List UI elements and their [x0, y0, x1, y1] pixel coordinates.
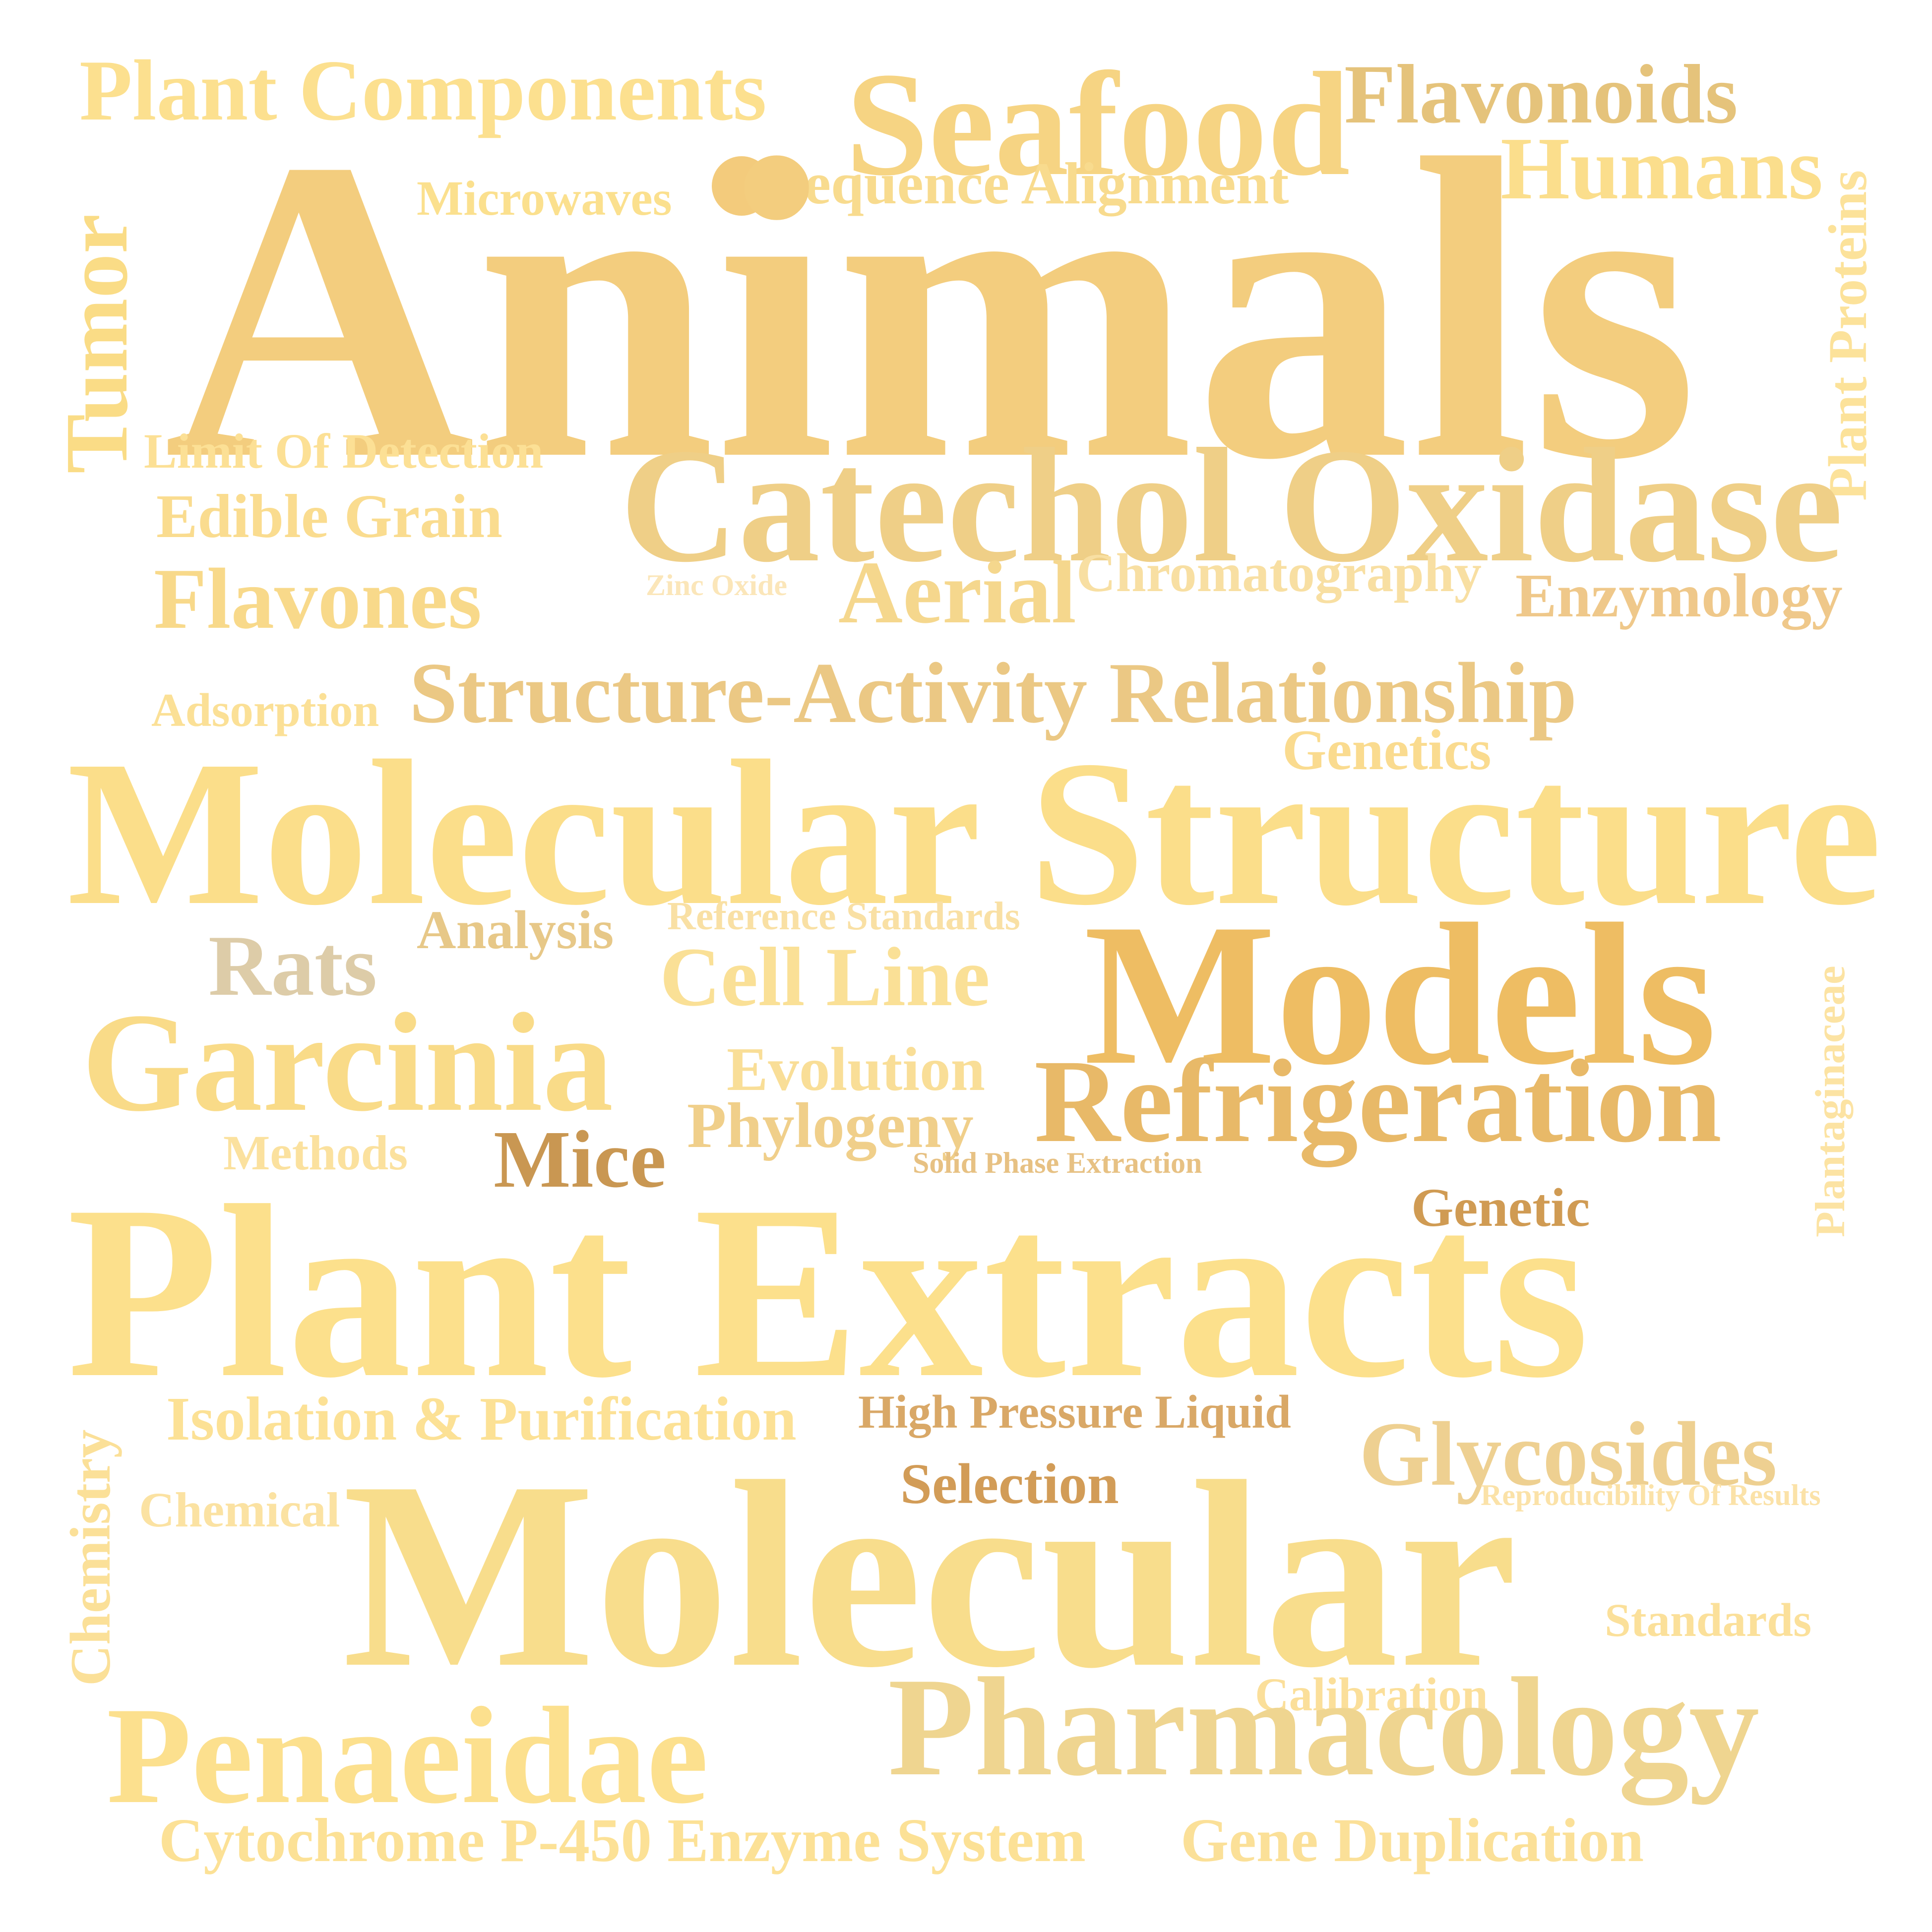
- word-flavones: Flavones: [154, 550, 482, 647]
- word-standards: Standards: [1605, 1594, 1812, 1646]
- word-phylogeny: Phylogeny: [687, 1090, 974, 1161]
- bullet-dot: [712, 156, 771, 216]
- word-molecular-structure: Molecular Structure: [67, 718, 1882, 948]
- word-pharmacology: Pharmacology: [888, 1648, 1760, 1805]
- word-calibration: Calibration: [1255, 1668, 1488, 1721]
- word-plant-extracts: Plant Extracts: [67, 1154, 1589, 1429]
- word-isolation-purification: Isolation & Purification: [166, 1385, 797, 1453]
- word-analysis: Analysis: [417, 900, 614, 960]
- word-reference-standards: Reference Standards: [667, 895, 1020, 938]
- word-chromatography: Chromatography: [1076, 543, 1482, 603]
- word-chemistry: Chemistry: [59, 1429, 122, 1686]
- word-refrigeration: Refrigeration: [1034, 1035, 1722, 1167]
- word-cytochrome-p450: Cytochrome P-450 Enzyme System: [159, 1807, 1086, 1875]
- word-plant-components: Plant Components: [79, 42, 767, 138]
- word-cell-line: Cell Line: [660, 930, 990, 1024]
- word-rats: Rats: [208, 917, 377, 1014]
- word-genetics: Genetics: [1282, 719, 1492, 782]
- word-aerial: Aerial: [838, 543, 1076, 642]
- word-flavonoids: Flavonoids: [1344, 48, 1738, 141]
- word-gene-duplication: Gene Duplication: [1181, 1807, 1644, 1875]
- word-genetic: Genetic: [1411, 1177, 1590, 1238]
- word-limit-of-detection: Limit Of Detection: [144, 423, 544, 479]
- word-tumor: Tumor: [47, 214, 146, 474]
- word-models: Models: [1084, 882, 1717, 1107]
- word-structure-activity-relationship: Structure-Activity Relationship: [409, 645, 1577, 741]
- word-solid-phase-extraction: Solid Phase Extraction: [913, 1147, 1202, 1179]
- word-mice: Mice: [494, 1114, 667, 1205]
- word-high-pressure-liquid: High Pressure Liquid: [858, 1386, 1291, 1438]
- word-penaeidae: Penaeidae: [107, 1678, 709, 1832]
- word-sequence-alignment: Sequence Alignment: [771, 150, 1289, 216]
- word-catechol-oxidase: Catechol Oxidase: [620, 415, 1843, 596]
- word-glycosides: Glycosides: [1359, 1403, 1777, 1505]
- word-edible-grain: Edible Grain: [156, 483, 503, 551]
- word-microwaves: Microwaves: [417, 171, 672, 226]
- word-reproducibility-of-results: Reproducibility Of Results: [1481, 1479, 1821, 1511]
- word-enzymology: Enzymology: [1515, 562, 1843, 630]
- word-methods: Methods: [223, 1125, 408, 1180]
- word-garcinia: Garcinia: [82, 984, 614, 1141]
- word-selection: Selection: [900, 1452, 1119, 1515]
- word-zinc-oxide: Zinc Oxide: [646, 569, 788, 602]
- word-adsorption: Adsorption: [151, 684, 379, 736]
- word-humans: Humans: [1500, 119, 1823, 218]
- word-plantaginaceae: Plantaginaceae: [1807, 966, 1854, 1237]
- word-seafood: Seafood: [846, 42, 1350, 206]
- word-animals: Animals: [164, 71, 1698, 548]
- word-evolution: Evolution: [727, 1035, 985, 1104]
- word-chemical: Chemical: [139, 1482, 340, 1537]
- word-molecular: Molecular: [342, 1426, 1518, 1723]
